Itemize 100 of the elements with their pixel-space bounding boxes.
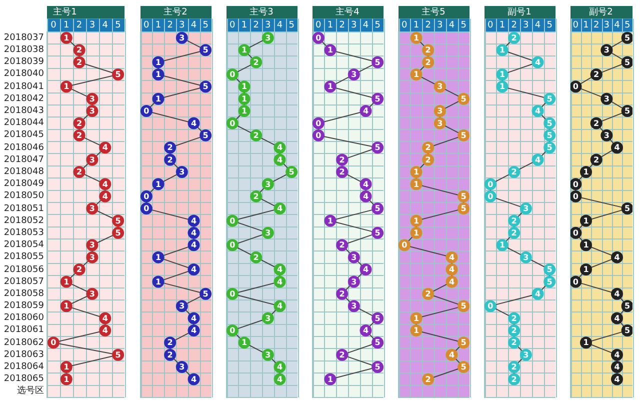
chart-title: 主号4: [336, 6, 360, 18]
chart-title: 主号5: [422, 6, 446, 18]
data-label: 5: [546, 143, 553, 152]
data-label: 1: [155, 58, 162, 67]
x-tick-label: 0: [488, 20, 494, 31]
x-tick-label: 2: [167, 20, 173, 31]
data-label: 3: [437, 82, 443, 92]
data-label: 0: [572, 82, 579, 92]
data-label: 2: [76, 265, 82, 274]
chart-title: 主号1: [53, 6, 77, 18]
data-label: 5: [546, 277, 553, 286]
data-label: 2: [253, 130, 259, 140]
data-label: 4: [614, 350, 620, 360]
data-label: 2: [167, 350, 173, 360]
data-label: 1: [327, 216, 334, 226]
data-label: 2: [339, 155, 345, 164]
y-tick-label: 2018061: [4, 324, 44, 336]
data-label: 2: [511, 228, 517, 238]
data-label: 1: [64, 302, 70, 311]
data-label: 3: [351, 252, 357, 262]
x-tick-label: 2: [511, 20, 517, 31]
y-tick-label: 2018058: [4, 288, 44, 300]
data-label: 1: [413, 314, 420, 323]
y-tick-label: 2018055: [4, 251, 44, 264]
data-label: 5: [115, 216, 122, 226]
data-label: 5: [374, 228, 381, 238]
data-label: 2: [425, 289, 431, 298]
data-label: 4: [362, 265, 369, 274]
x-tick-label: 4: [534, 20, 541, 31]
chart-title: 副号2: [589, 6, 613, 18]
data-label: 2: [253, 252, 259, 262]
data-label: 4: [190, 265, 197, 274]
data-label: 5: [460, 192, 467, 201]
data-label: 1: [583, 216, 590, 226]
y-tick-label: 2018054: [4, 239, 44, 252]
data-label: 0: [316, 130, 322, 140]
data-label: 4: [190, 216, 197, 226]
x-tick-label: 2: [253, 20, 259, 31]
x-tick-label: 3: [265, 20, 271, 31]
data-label: 5: [624, 33, 631, 42]
data-label: 0: [572, 277, 579, 286]
data-label: 4: [448, 265, 455, 274]
x-tick-label: 4: [362, 20, 369, 31]
data-label: 4: [362, 106, 369, 116]
data-label: 1: [155, 94, 162, 104]
data-label: 4: [190, 374, 197, 384]
data-label: 3: [523, 350, 529, 360]
data-label: 4: [614, 289, 620, 298]
data-label: 4: [102, 143, 108, 152]
x-tick-label: 1: [499, 20, 506, 31]
data-label: 5: [115, 70, 122, 80]
data-label: 3: [89, 106, 95, 116]
data-label: 2: [339, 350, 345, 360]
data-label: 2: [425, 143, 431, 152]
data-label: 3: [89, 252, 95, 262]
y-tick-label: 2018038: [4, 44, 44, 56]
data-label: 0: [572, 180, 579, 189]
data-label: 4: [102, 326, 108, 336]
x-tick-label: 1: [327, 20, 334, 31]
data-label: 4: [362, 326, 369, 336]
data-label: 5: [374, 314, 381, 323]
y-tick-label: 2018065: [4, 373, 44, 386]
data-label: 5: [460, 130, 467, 140]
y-tick-label: 2018053: [4, 226, 44, 239]
data-label: 5: [374, 362, 381, 372]
x-tick-label: 0: [402, 20, 408, 31]
data-label: 3: [351, 277, 357, 286]
y-tick-label: 2018047: [4, 154, 44, 166]
data-label: 1: [241, 46, 248, 55]
y-tick-label: 2018051: [4, 202, 44, 215]
data-label: 3: [179, 302, 185, 311]
x-tick-label: 5: [202, 20, 208, 31]
x-tick-label: 5: [546, 20, 552, 31]
data-label: 1: [583, 168, 590, 177]
data-label: 5: [288, 168, 295, 177]
data-label: 0: [572, 228, 579, 238]
data-label: 4: [276, 143, 283, 152]
data-label: 1: [499, 70, 506, 80]
data-label: 3: [89, 94, 95, 104]
data-label: 0: [230, 216, 236, 226]
data-label: 2: [511, 326, 517, 336]
x-tick-label: 4: [190, 20, 197, 31]
data-label: 4: [276, 362, 283, 372]
data-label: 4: [448, 252, 455, 262]
x-tick-label: 1: [155, 20, 162, 31]
x-tick-label: 5: [288, 20, 294, 31]
data-label: 2: [511, 33, 517, 42]
x-tick-label: 1: [413, 20, 420, 31]
y-tick-label: 2018044: [4, 117, 44, 130]
data-label: 1: [64, 82, 70, 92]
data-label: 5: [624, 204, 631, 214]
chart-title: 主号3: [250, 6, 274, 18]
x-tick-label: 2: [425, 20, 431, 31]
data-label: 1: [413, 326, 420, 336]
data-label: 3: [89, 240, 95, 250]
data-label: 1: [413, 180, 420, 189]
data-label: 1: [155, 277, 162, 286]
data-label: 2: [76, 118, 82, 128]
data-label: 0: [488, 180, 494, 189]
x-tick-label: 0: [230, 20, 236, 31]
